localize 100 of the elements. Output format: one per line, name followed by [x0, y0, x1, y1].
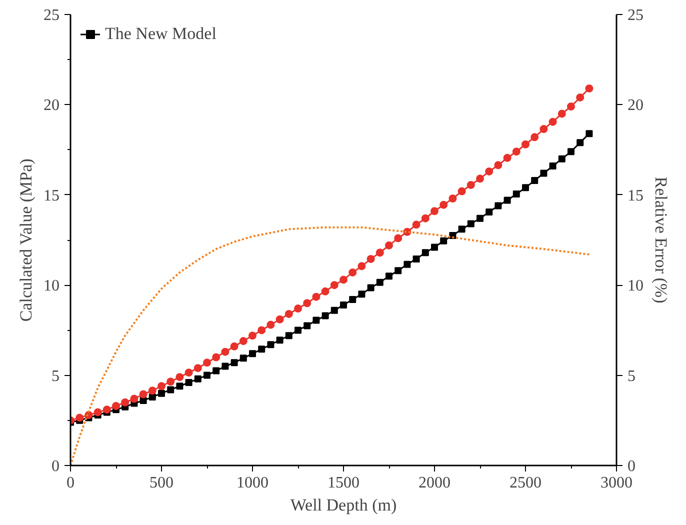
point — [258, 346, 266, 353]
y-tick-label: 10 — [44, 278, 60, 295]
point — [239, 337, 248, 346]
point — [130, 394, 138, 403]
point — [512, 190, 520, 198]
point — [576, 139, 584, 146]
point — [448, 194, 457, 202]
point — [586, 130, 593, 138]
point — [249, 350, 256, 358]
point — [294, 326, 302, 334]
point — [412, 255, 420, 262]
y-tick-label: 0 — [52, 458, 60, 475]
y2-tick-label: 10 — [628, 278, 644, 295]
point — [494, 202, 502, 210]
point — [148, 393, 156, 400]
point — [276, 315, 284, 324]
point — [285, 332, 292, 340]
point — [312, 292, 320, 301]
point — [503, 154, 512, 162]
point — [421, 214, 430, 222]
point — [548, 118, 557, 126]
point — [585, 84, 594, 92]
point — [558, 110, 566, 118]
point — [394, 267, 402, 274]
point — [194, 364, 202, 372]
x-tick-label: 0 — [66, 474, 74, 492]
point — [185, 379, 192, 386]
legend-label: The New Model — [105, 24, 216, 44]
point — [512, 148, 520, 156]
point — [212, 353, 220, 362]
point — [394, 234, 402, 242]
point — [458, 187, 466, 196]
x-tick-label: 2500 — [510, 474, 542, 492]
y-tick-label: 15 — [44, 187, 60, 204]
point — [148, 386, 156, 395]
point — [504, 196, 511, 204]
point — [203, 358, 211, 367]
point — [330, 306, 338, 314]
point — [330, 281, 338, 290]
point — [348, 268, 357, 276]
point — [485, 167, 494, 176]
point — [139, 390, 148, 398]
x-tick-label: 1500 — [328, 474, 360, 492]
line-series — [70, 226, 590, 466]
point — [248, 332, 256, 340]
point — [184, 368, 193, 377]
point — [440, 237, 448, 244]
point — [340, 301, 347, 308]
point — [240, 354, 247, 362]
point — [340, 276, 348, 284]
y-tick-label: 20 — [44, 97, 60, 114]
point — [540, 125, 548, 134]
point — [230, 342, 238, 350]
y2-tick-label: 0 — [628, 458, 636, 475]
point — [458, 226, 466, 233]
y-axis-title: Calculated Value (MPa) — [16, 158, 36, 322]
point — [294, 304, 302, 313]
y2-tick-label: 15 — [628, 187, 644, 204]
point — [204, 372, 210, 379]
point — [303, 299, 312, 308]
y2-axis-title: Relative Error (%) — [652, 176, 670, 304]
point — [76, 414, 84, 422]
point — [494, 161, 502, 170]
point — [121, 398, 130, 406]
point — [358, 290, 366, 298]
point — [386, 272, 392, 280]
point — [466, 180, 475, 189]
point — [476, 214, 484, 222]
point — [431, 244, 438, 251]
y2-tick-label: 20 — [628, 97, 644, 114]
point — [222, 362, 229, 370]
point — [376, 248, 384, 257]
point — [531, 176, 538, 184]
point — [304, 322, 311, 330]
point — [430, 207, 438, 216]
point — [366, 254, 375, 263]
point — [404, 260, 411, 268]
point — [522, 184, 529, 192]
point — [276, 336, 284, 344]
point — [486, 208, 493, 216]
x-tick-label: 1000 — [236, 474, 268, 492]
point — [540, 170, 548, 177]
point — [385, 241, 393, 250]
point — [258, 326, 266, 334]
point — [576, 93, 584, 102]
point — [567, 102, 575, 110]
point — [376, 278, 384, 286]
point — [367, 284, 374, 292]
point — [530, 133, 539, 142]
point — [176, 382, 184, 390]
point — [558, 155, 566, 162]
y-tick-label: 5 — [52, 368, 60, 385]
point — [194, 375, 202, 382]
point — [422, 249, 429, 256]
x-axis-title: Well Depth (m) — [290, 496, 397, 514]
x-tick-label: 2000 — [418, 474, 450, 492]
y2-tick-label: 5 — [628, 368, 636, 385]
point — [312, 316, 320, 324]
point — [267, 341, 274, 348]
point — [568, 148, 574, 156]
